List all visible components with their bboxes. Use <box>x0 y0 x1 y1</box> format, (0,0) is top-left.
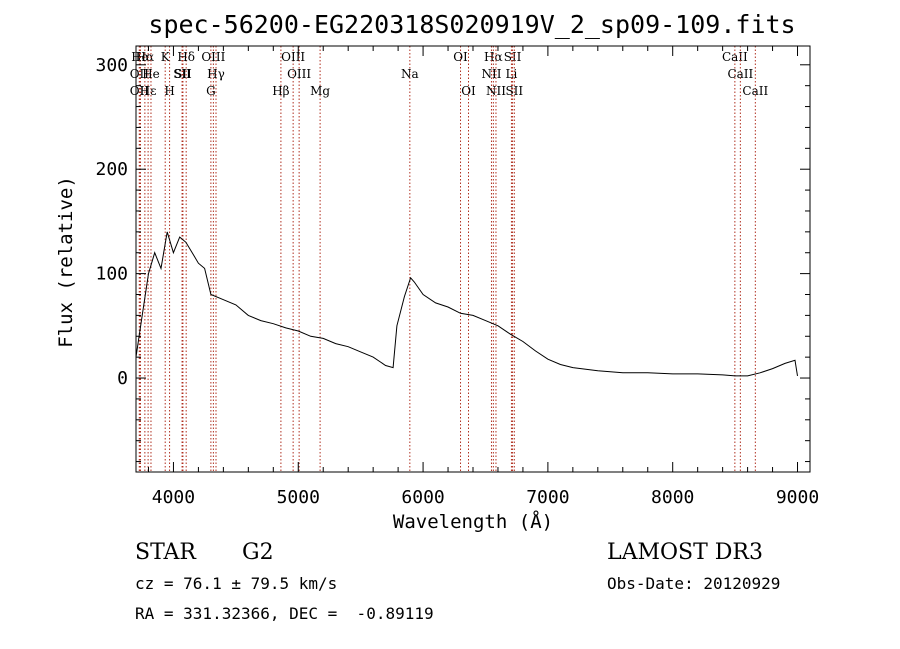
coordinates: RA = 331.32366, DEC = -0.89119 <box>135 604 434 623</box>
line-label: Hβ <box>272 84 289 98</box>
line-label: OIII <box>281 50 305 64</box>
y-tick-label: 0 <box>117 368 128 389</box>
chart-title: spec-56200-EG220318S020919V_2_sp09-109.f… <box>148 10 795 39</box>
x-tick-label: 4000 <box>152 487 195 508</box>
line-label: Hε <box>140 84 157 98</box>
line-label: G <box>206 84 216 98</box>
line-label: NII <box>481 67 501 81</box>
x-tick-label: 9000 <box>776 487 819 508</box>
axes: 4000 5000 6000 7000 8000 9000 0 100 200 300 <box>95 46 819 508</box>
y-tick-label: 200 <box>95 159 128 180</box>
line-label: Na <box>401 67 419 81</box>
redshift-velocity: cz = 76.1 ± 79.5 km/s <box>135 574 338 593</box>
line-label: SII <box>173 67 191 81</box>
line-label: OI <box>461 84 476 98</box>
line-label: OII <box>130 84 150 98</box>
line-label: Hδ <box>177 50 195 64</box>
y-tick-label: 100 <box>95 264 128 285</box>
line-label: Li <box>506 67 518 81</box>
line-label: SII <box>174 67 192 81</box>
y-tick-label: 300 <box>95 55 128 76</box>
line-label: SII <box>505 84 523 98</box>
x-tick-label: 6000 <box>401 487 444 508</box>
line-label: OI <box>453 50 468 64</box>
line-label: CaII <box>727 67 753 81</box>
line-label: Hα <box>484 50 503 64</box>
x-tick-label: 7000 <box>526 487 569 508</box>
x-axis-label: Wavelength (Å) <box>393 510 553 533</box>
line-label: OIII <box>287 67 311 81</box>
plot-frame <box>135 45 811 473</box>
line-label: H <box>164 84 174 98</box>
line-label: K <box>161 50 171 64</box>
line-label: He <box>142 67 160 81</box>
line-label: CaII <box>742 84 768 98</box>
x-tick-label: 5000 <box>277 487 320 508</box>
y-axis-label: Flux (relative) <box>55 176 77 348</box>
object-class: STAR <box>135 540 196 565</box>
survey-name: LAMOST DR3 <box>607 540 763 565</box>
x-tick-label: 8000 <box>651 487 694 508</box>
line-label: Hα <box>136 50 155 64</box>
line-label: OIII <box>201 50 225 64</box>
line-label: NII <box>486 84 506 98</box>
line-label: SII <box>504 50 522 64</box>
line-label: Hγ <box>207 67 225 81</box>
line-label: CaII <box>722 50 748 64</box>
spectrum-line <box>135 231 798 377</box>
object-subclass: G2 <box>242 540 274 565</box>
line-label: Mg <box>310 84 330 98</box>
observation-date: Obs-Date: 20120929 <box>607 574 781 593</box>
